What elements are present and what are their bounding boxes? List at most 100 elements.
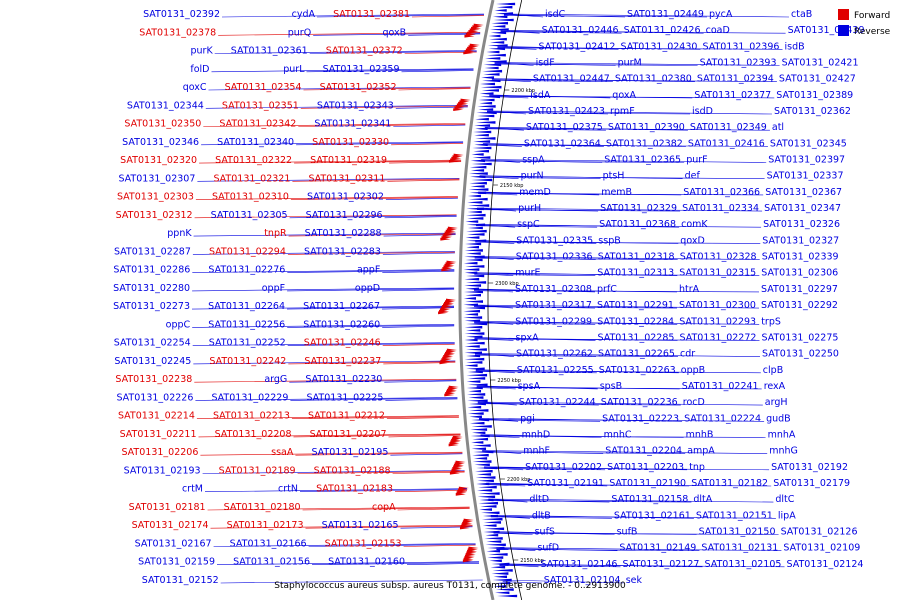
leader-line-reverse <box>474 353 761 357</box>
gene-feature-reverse <box>471 178 493 182</box>
gene-label-reverse: SAT0131_02193 <box>124 466 201 477</box>
gene-feature-reverse <box>470 159 486 163</box>
gene-label-forward: SAT0131_02321 <box>213 173 290 184</box>
gene-label-reverse: purF <box>686 155 707 166</box>
leader-line-forward <box>199 159 462 164</box>
gene-feature-reverse <box>496 5 513 9</box>
gene-label-reverse: SAT0131_02254 <box>114 338 191 349</box>
gene-feature-forward <box>452 155 463 158</box>
gene-feature-reverse <box>471 418 490 422</box>
gene-feature-forward <box>441 236 452 239</box>
gene-feature-reverse <box>466 335 483 339</box>
gene-feature-forward <box>448 160 459 163</box>
gene-feature-reverse <box>464 313 479 316</box>
leader-line-reverse <box>500 31 622 34</box>
gene-label-forward: ssaA <box>271 447 294 458</box>
leader-line-reverse <box>474 273 760 277</box>
leader-line-forward <box>288 361 456 365</box>
gene-feature-forward <box>464 34 475 38</box>
ruler-tick-label: 2300 kbp <box>495 281 519 287</box>
gene-feature-reverse <box>494 9 507 12</box>
gene-label-reverse: gudB <box>766 413 791 424</box>
gene-label-reverse: SAT0131_02126 <box>781 527 858 538</box>
ruler-tick-label: 2200 kbp <box>511 88 535 94</box>
leader-line-reverse <box>479 419 601 422</box>
gene-feature-reverse <box>474 124 491 127</box>
label-leader-lines <box>191 13 790 584</box>
gene-feature-reverse <box>490 31 507 35</box>
gene-feature-reverse <box>464 271 478 275</box>
gene-label-forward: SAT0131_02211 <box>120 429 197 440</box>
gene-feature-reverse <box>477 479 494 483</box>
gene-label-reverse: SAT0131_02394 <box>697 74 774 85</box>
ruler-ticks: 2200 kbp 2150 kbp 2300 kbp 2250 kbp 2200 kbp… <box>488 88 544 564</box>
gene-feature-reverse <box>476 473 492 476</box>
gene-feature-reverse <box>474 463 490 467</box>
leader-line-reverse <box>474 256 760 260</box>
gene-feature-reverse <box>473 457 488 460</box>
gene-feature-forward <box>453 153 464 157</box>
leader-line-forward <box>295 452 463 456</box>
gene-label-reverse: SAT0131_02423 <box>528 106 605 117</box>
gene-label-reverse: folD <box>190 64 209 75</box>
gene-label-forward: copA <box>372 502 396 513</box>
gene-feature-reverse <box>466 367 485 371</box>
gene-label-reverse: SAT0131_02377 <box>694 90 771 101</box>
gene-feature-reverse <box>465 236 480 239</box>
leader-line-reverse <box>221 13 485 18</box>
gene-label-forward: SAT0131_02189 <box>219 466 296 477</box>
gene-feature-reverse <box>495 591 510 595</box>
gene-feature-reverse <box>483 63 502 67</box>
gene-feature-reverse <box>466 322 488 326</box>
leader-line-reverse <box>476 224 762 228</box>
gene-label-forward: SAT0131_02312 <box>116 210 193 221</box>
gene-feature-reverse <box>464 364 478 367</box>
leader-line-reverse <box>475 370 761 374</box>
gene-label-reverse: SAT0131_02343 <box>317 100 394 111</box>
gene-feature-reverse <box>479 101 493 105</box>
gene-label-forward: SAT0131_02352 <box>320 82 397 93</box>
gene-feature-forward <box>471 26 482 30</box>
gene-label-forward: SAT0131_02310 <box>212 192 289 203</box>
leader-line-reverse <box>308 544 476 547</box>
leader-line-reverse <box>311 562 480 565</box>
gene-label-reverse: ampA <box>687 446 715 457</box>
gene-label-reverse: argH <box>765 397 788 408</box>
gene-label-reverse: SAT0131_02151 <box>696 510 773 521</box>
leader-line-reverse <box>382 270 455 273</box>
leader-line-reverse <box>289 215 457 219</box>
gene-feature-reverse <box>464 345 480 348</box>
leader-line-reverse <box>289 379 457 383</box>
gene-label-reverse: dltB <box>532 510 551 521</box>
gene-label-forward: SAT0131_02173 <box>227 520 304 531</box>
gene-label-forward: SAT0131_02213 <box>213 411 290 422</box>
gene-label-forward: SAT0131_02188 <box>314 466 391 477</box>
gene-feature-reverse <box>489 559 502 563</box>
gene-feature-reverse <box>493 585 507 588</box>
gene-label-reverse: sspC <box>517 219 540 230</box>
gene-feature-reverse <box>484 66 499 70</box>
leader-line-reverse <box>406 563 480 565</box>
gene-label-reverse: ptsH <box>603 171 625 182</box>
gene-feature-reverse <box>465 258 483 262</box>
leader-line-forward <box>303 87 471 91</box>
gene-feature-forward <box>444 231 455 235</box>
gene-label-reverse: SAT0131_02152 <box>142 575 219 586</box>
gene-label-reverse: SAT0131_02430 <box>621 41 698 52</box>
leader-line-reverse <box>479 177 601 179</box>
gene-label-forward: SAT0131_02330 <box>312 137 389 148</box>
leader-line-reverse <box>484 468 606 471</box>
gene-feature-reverse <box>469 421 485 425</box>
gene-feature-reverse <box>489 37 507 41</box>
gene-feature-reverse <box>464 357 485 361</box>
leader-line-reverse <box>382 325 455 328</box>
gene-feature-reverse <box>463 261 478 265</box>
leader-line-reverse <box>287 324 455 328</box>
gene-label-reverse: SAT0131_02146 <box>541 559 618 570</box>
gene-feature-reverse <box>464 255 485 259</box>
gene-label-reverse: SAT0131_02182 <box>691 478 768 489</box>
gene-label-reverse: SAT0131_02195 <box>311 447 388 458</box>
gene-label-reverse: SAT0131_02365 <box>604 155 681 166</box>
gene-feature-reverse <box>465 293 482 297</box>
